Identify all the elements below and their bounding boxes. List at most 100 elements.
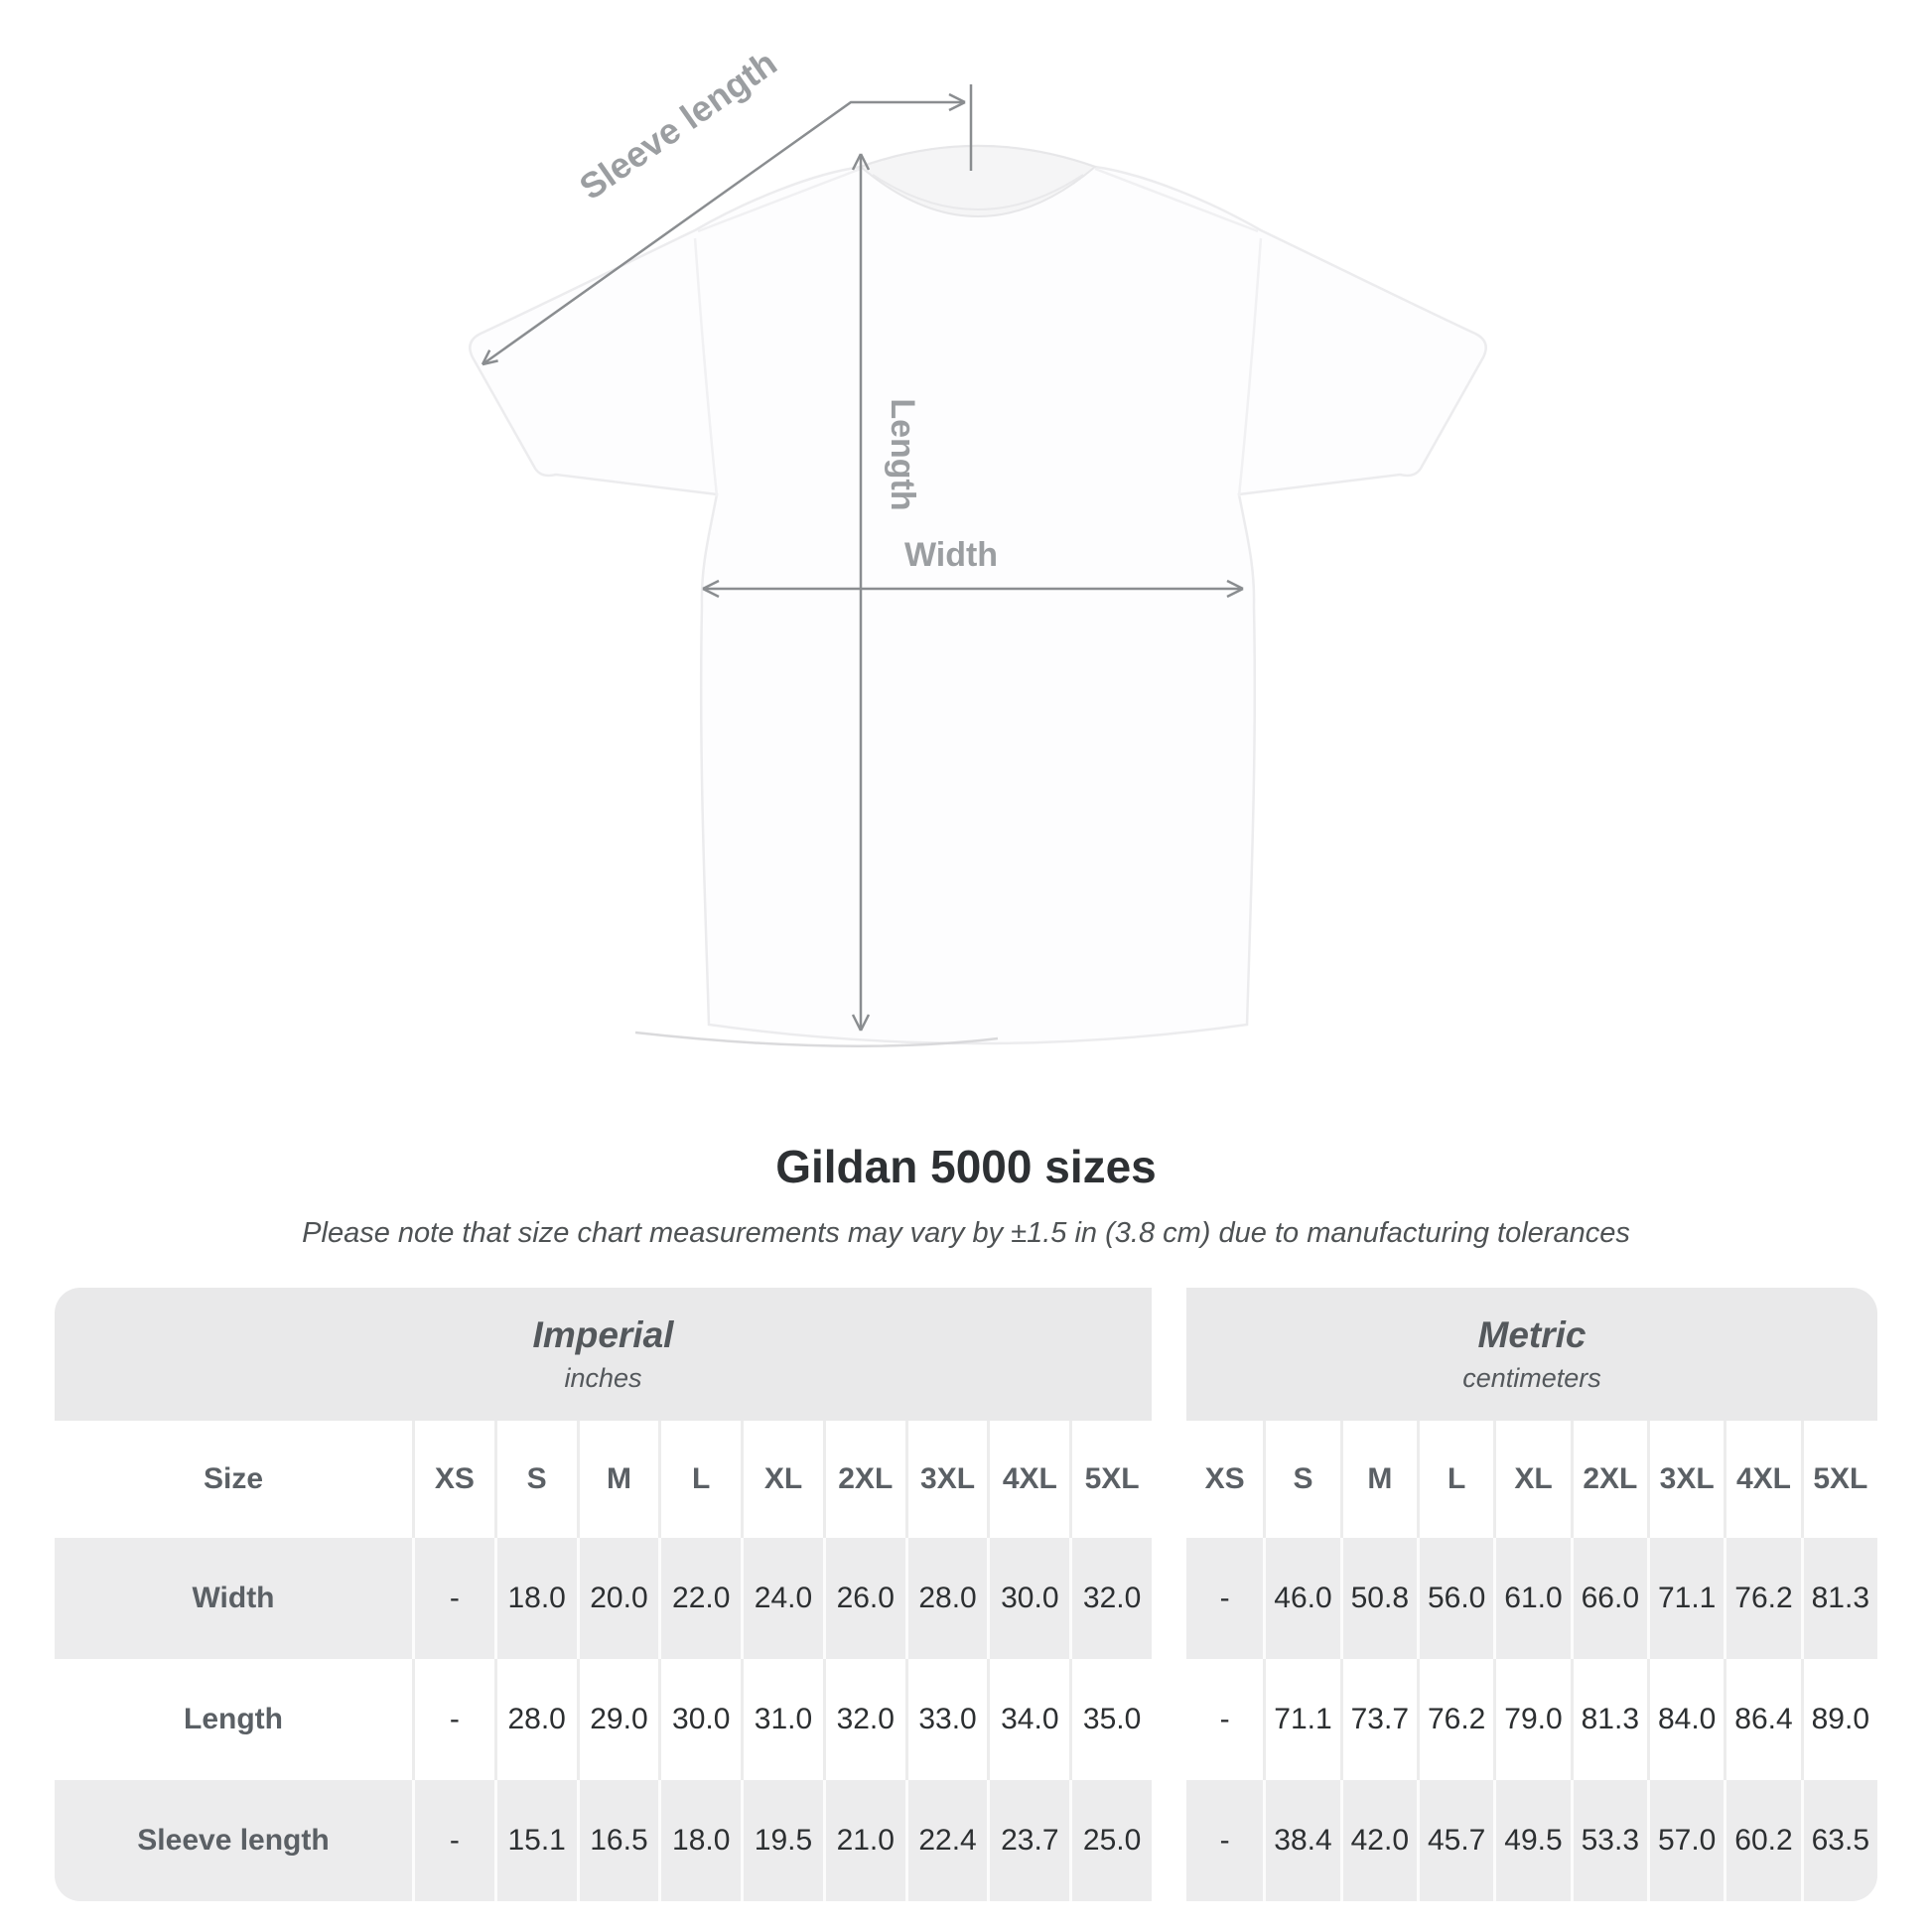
imperial-value-cell: 28.0: [904, 1538, 988, 1660]
size-column-header: XL: [741, 1421, 823, 1539]
metric-value-cell: 50.8: [1339, 1538, 1417, 1660]
metric-value-cell: 53.3: [1570, 1780, 1647, 1902]
size-column-header: 5XL: [1800, 1421, 1877, 1539]
imperial-value-cell: 25.0: [1069, 1780, 1152, 1902]
width-label: Width: [904, 536, 998, 574]
imperial-value-cell: 22.0: [658, 1538, 742, 1660]
metric-value-cell: 42.0: [1339, 1780, 1417, 1902]
imperial-value-cell: 35.0: [1069, 1659, 1152, 1781]
imperial-value-cell: 19.5: [741, 1780, 823, 1902]
metric-value-cell: 79.0: [1493, 1659, 1571, 1781]
sleeve-length-arrowhead-cuff: [481, 349, 498, 366]
metric-group-header: Metric centimeters: [1186, 1288, 1877, 1422]
size-column-header: M: [576, 1421, 659, 1539]
metric-value-cell: 66.0: [1570, 1538, 1647, 1660]
length-arrowhead-top: [851, 153, 871, 171]
imperial-grid: Size XS S M L XL 2XL 3XL 4XL 5XL Width -18.0 20.0 22.…: [55, 1421, 1152, 1902]
imperial-value-cell: -: [412, 1538, 494, 1660]
size-table: Imperial inches Size XS S M L XL 2XL 3XL 4XL 5XL W…: [55, 1288, 1877, 1902]
metric-group-unit: centimeters: [1462, 1363, 1601, 1394]
imperial-value-cell: 15.1: [493, 1780, 577, 1902]
measurement-row-label: Width: [55, 1538, 412, 1660]
metric-value-cell: 49.5: [1493, 1780, 1571, 1902]
left-sleeve-crease: [693, 237, 719, 497]
metric-value-cell: 57.0: [1647, 1780, 1725, 1902]
size-column-header: Size: [55, 1421, 412, 1539]
imperial-value-cell: 30.0: [658, 1659, 742, 1781]
imperial-value-cell: 18.0: [493, 1538, 577, 1660]
size-column-header: 2XL: [1570, 1421, 1647, 1539]
right-shoulder-seam: [1094, 167, 1259, 233]
metric-value-cell: 76.2: [1724, 1538, 1801, 1660]
size-column-header: S: [493, 1421, 577, 1539]
size-column-header: 4XL: [1724, 1421, 1801, 1539]
length-arrowhead-bottom: [851, 1014, 871, 1032]
imperial-value-cell: 23.7: [987, 1780, 1070, 1902]
imperial-value-cell: 24.0: [741, 1538, 823, 1660]
tshirt-diagram-svg: Sleeve length Length Width: [469, 42, 1487, 1047]
imperial-value-cell: 20.0: [576, 1538, 659, 1660]
imperial-group-unit: inches: [564, 1363, 642, 1394]
page-title: Gildan 5000 sizes: [775, 1141, 1157, 1192]
metric-value-cell: 84.0: [1647, 1659, 1725, 1781]
metric-value-cell: 45.7: [1417, 1780, 1494, 1902]
size-column-header: L: [1417, 1421, 1494, 1539]
tshirt-measurement-diagram: Sleeve length Length Width: [469, 42, 1487, 1047]
metric-value-cell: 38.4: [1263, 1780, 1340, 1902]
left-shoulder-seam: [697, 167, 862, 233]
tolerance-note: Please note that size chart measurements…: [302, 1216, 1630, 1249]
metric-value-cell: 71.1: [1647, 1538, 1725, 1660]
measurement-row-label: Length: [55, 1659, 412, 1781]
size-column-header: XL: [1493, 1421, 1571, 1539]
size-column-header: 2XL: [822, 1421, 905, 1539]
size-column-header: 5XL: [1069, 1421, 1152, 1539]
size-column-header: S: [1263, 1421, 1340, 1539]
metric-group-name: Metric: [1477, 1314, 1587, 1356]
width-arrowhead-left: [702, 579, 720, 599]
collar-ribbing-line: [872, 174, 1084, 210]
metric-value-cell: 73.7: [1339, 1659, 1417, 1781]
imperial-value-cell: 26.0: [822, 1538, 905, 1660]
sleeve-length-line: [482, 100, 965, 366]
metric-value-cell: 81.3: [1800, 1538, 1877, 1660]
size-column-header: M: [1339, 1421, 1417, 1539]
right-sleeve-crease: [1237, 237, 1263, 497]
metric-value-cell: 60.2: [1724, 1780, 1801, 1902]
measurement-row-label: Sleeve length: [55, 1780, 412, 1902]
metric-value-cell: 71.1: [1263, 1659, 1340, 1781]
imperial-value-cell: -: [412, 1659, 494, 1781]
metric-value-cell: 76.2: [1417, 1659, 1494, 1781]
imperial-value-cell: 34.0: [987, 1659, 1070, 1781]
imperial-section: Imperial inches Size XS S M L XL 2XL 3XL 4XL 5XL W…: [55, 1288, 1152, 1902]
metric-value-cell: 89.0: [1800, 1659, 1877, 1781]
size-column-header: 4XL: [987, 1421, 1070, 1539]
imperial-value-cell: -: [412, 1780, 494, 1902]
length-label: Length: [884, 398, 921, 510]
metric-value-cell: -: [1186, 1659, 1264, 1781]
imperial-value-cell: 21.0: [822, 1780, 905, 1902]
size-column-header: 3XL: [904, 1421, 988, 1539]
imperial-value-cell: 29.0: [576, 1659, 659, 1781]
measurement-lines: [481, 84, 1244, 1032]
imperial-value-cell: 33.0: [904, 1659, 988, 1781]
metric-value-cell: 63.5: [1800, 1780, 1877, 1902]
metric-value-cell: 56.0: [1417, 1538, 1494, 1660]
sleeve-length-arrowhead-right: [948, 92, 966, 112]
width-arrowhead-right: [1226, 579, 1244, 599]
size-column-header: XS: [1186, 1421, 1264, 1539]
imperial-value-cell: 32.0: [822, 1659, 905, 1781]
imperial-value-cell: 31.0: [741, 1659, 823, 1781]
tshirt-body: [469, 144, 1487, 1045]
imperial-group-name: Imperial: [532, 1314, 674, 1356]
metric-value-cell: 61.0: [1493, 1538, 1571, 1660]
imperial-value-cell: 32.0: [1069, 1538, 1152, 1660]
imperial-group-header: Imperial inches: [55, 1288, 1152, 1422]
metric-grid: XS S M L XL 2XL 3XL 4XL 5XL -46.0 50.8 56.0 61.0 66.0…: [1186, 1421, 1877, 1902]
imperial-value-cell: 28.0: [493, 1659, 577, 1781]
size-column-header: 3XL: [1647, 1421, 1725, 1539]
size-column-header: L: [658, 1421, 742, 1539]
metric-value-cell: -: [1186, 1780, 1264, 1902]
sleeve-length-label: Sleeve length: [572, 42, 784, 207]
metric-section: Metric centimeters XS S M L XL 2XL 3XL 4XL 5XL -4…: [1186, 1288, 1877, 1902]
